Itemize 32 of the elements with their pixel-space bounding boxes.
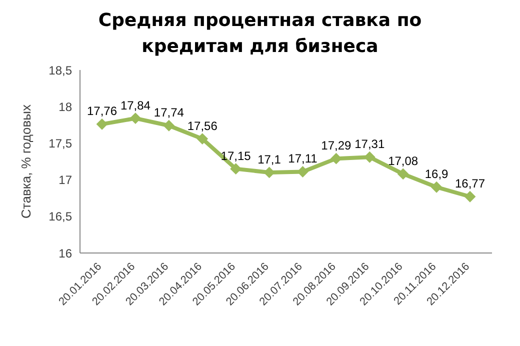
data-label: 17,29 bbox=[321, 138, 352, 153]
data-label: 17,31 bbox=[354, 137, 385, 152]
point bbox=[297, 166, 308, 178]
point bbox=[330, 153, 342, 164]
y-tick-label: 16,5 bbox=[48, 210, 72, 224]
point bbox=[364, 152, 376, 163]
data-label: 17,1 bbox=[258, 152, 282, 166]
chart-title: Средняя процентная ставка по кредитам для бизнеса bbox=[97, 9, 423, 59]
point bbox=[398, 168, 409, 180]
y-tick-label: 17 bbox=[58, 173, 72, 188]
y-tick-label: 16 bbox=[58, 246, 72, 260]
point bbox=[264, 166, 275, 178]
point bbox=[96, 118, 108, 130]
point bbox=[163, 120, 174, 132]
y-tick-label: 18 bbox=[58, 100, 72, 114]
data-label: 17,11 bbox=[288, 152, 318, 166]
data-label: 17,15 bbox=[220, 148, 252, 163]
point bbox=[431, 182, 442, 193]
data-label: 17,76 bbox=[86, 104, 118, 118]
point bbox=[196, 133, 208, 144]
point bbox=[130, 112, 141, 124]
data-label: 17,84 bbox=[120, 98, 151, 112]
data-label: 17,08 bbox=[388, 154, 418, 168]
data-label: 17,56 bbox=[187, 118, 218, 133]
y-tick-label: 18,5 bbox=[48, 63, 72, 78]
y-tick-label: 17,5 bbox=[48, 136, 72, 150]
y-axis-title: Ставка, % годовых bbox=[18, 104, 34, 218]
data-label: 16,9 bbox=[424, 167, 449, 182]
data-label: 17,74 bbox=[154, 106, 184, 120]
point bbox=[230, 163, 242, 174]
data-label: 16,77 bbox=[454, 176, 486, 191]
point bbox=[464, 191, 476, 202]
